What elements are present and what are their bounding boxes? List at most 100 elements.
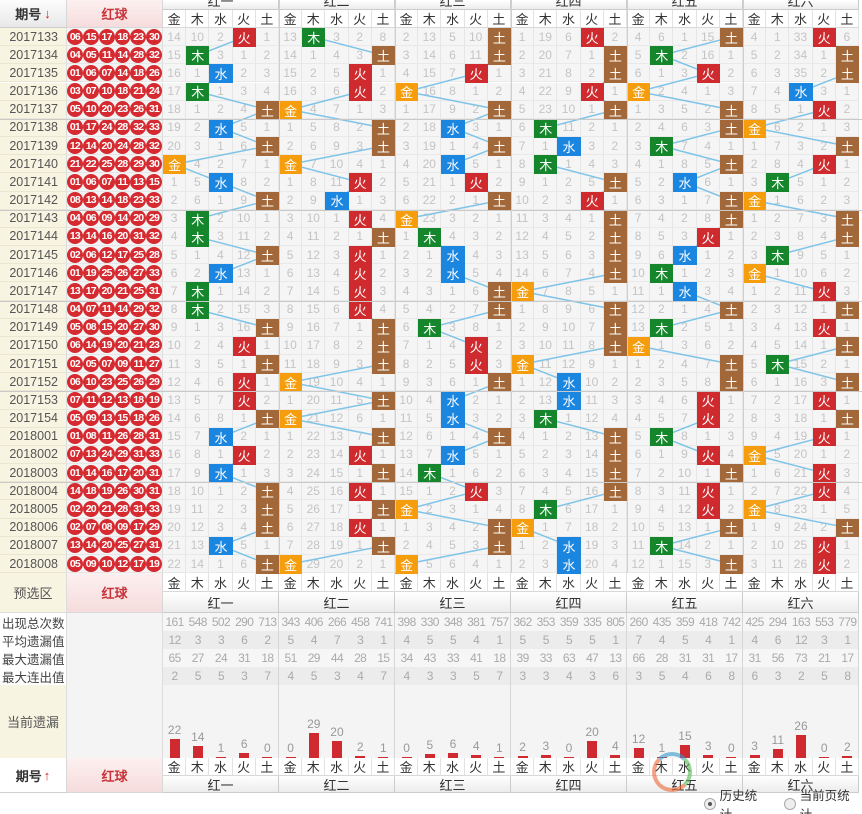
preselect-element-火[interactable]: 火 xyxy=(464,573,488,593)
preselect-element-金[interactable]: 金 xyxy=(627,573,651,593)
sort-down-icon[interactable]: ↓ xyxy=(44,6,51,21)
miss-count: 5 xyxy=(835,500,859,519)
red-balls: 01 19 25 26 27 33 xyxy=(67,264,163,283)
preselect-element-土[interactable]: 土 xyxy=(255,573,279,593)
group-footer-3: 红三 xyxy=(395,592,511,614)
hit-cell-土: 土 xyxy=(719,355,743,374)
red-ball: 23 xyxy=(130,28,147,45)
hit-cell-土: 土 xyxy=(603,209,627,229)
preselect-element-木[interactable]: 木 xyxy=(186,573,210,593)
miss-count: 8 xyxy=(673,427,697,446)
preselect-element-木[interactable]: 木 xyxy=(302,573,326,593)
hit-cell-木: 木 xyxy=(650,46,674,65)
miss-count: 2 xyxy=(209,209,233,228)
preselect-element-水[interactable]: 水 xyxy=(441,573,465,593)
stat-value: 7 xyxy=(333,633,341,648)
miss-count: 5 xyxy=(580,173,604,192)
preselect-element-土[interactable]: 土 xyxy=(603,573,627,593)
miss-count: 3 xyxy=(395,46,419,65)
miss-count: 10 xyxy=(557,318,581,337)
issue-footer-header[interactable]: 期号 ↑ xyxy=(0,758,67,794)
preselect-element-土[interactable]: 土 xyxy=(487,573,511,593)
footer-element-火: 火 xyxy=(232,758,256,777)
stat-value: 362 xyxy=(513,615,532,630)
current-miss-bar xyxy=(726,757,737,759)
preselect-element-水[interactable]: 水 xyxy=(789,573,813,593)
miss-count: 1 xyxy=(511,373,535,392)
stat-row-bg xyxy=(163,613,279,632)
miss-count: 1 xyxy=(279,173,303,192)
miss-count: 6 xyxy=(441,46,465,65)
red-ball: 14 xyxy=(114,46,131,63)
miss-count: 4 xyxy=(580,264,604,283)
red-ball: 09 xyxy=(114,519,131,536)
miss-count: 8 xyxy=(627,482,651,501)
preselect-element-水[interactable]: 水 xyxy=(673,573,697,593)
radio-button-icon[interactable] xyxy=(783,798,796,810)
miss-count: 28 xyxy=(302,536,326,555)
miss-count: 8 xyxy=(789,227,813,247)
red-ball: 05 xyxy=(67,319,83,336)
preselect-element-水[interactable]: 水 xyxy=(325,573,349,593)
red-ball: 31 xyxy=(146,101,162,118)
preselect-element-木[interactable]: 木 xyxy=(766,573,790,593)
red-ball: 18 xyxy=(130,391,147,408)
preselect-element-金[interactable]: 金 xyxy=(743,573,767,593)
stat-row-bg xyxy=(627,631,743,650)
preselect-element-金[interactable]: 金 xyxy=(279,573,303,593)
preselect-element-火[interactable]: 火 xyxy=(696,573,720,593)
stat-value: 73 xyxy=(794,651,808,666)
radio-button-icon[interactable] xyxy=(704,798,716,810)
stat-value: 8 xyxy=(728,669,735,684)
preselect-element-水[interactable]: 水 xyxy=(557,573,581,593)
miss-count: 20 xyxy=(302,391,326,410)
miss-count: 2 xyxy=(627,373,651,392)
current-page-stats-radio[interactable]: 当前页统计 xyxy=(783,789,860,814)
preselect-element-金[interactable]: 金 xyxy=(163,573,187,593)
miss-count: 23 xyxy=(534,100,558,119)
stat-value: 5 xyxy=(821,669,828,684)
preselect-element-木[interactable]: 木 xyxy=(650,573,674,593)
miss-count: 4 xyxy=(719,445,743,465)
hit-cell-土: 土 xyxy=(255,482,279,501)
preselect-element-火[interactable]: 火 xyxy=(580,573,604,593)
preselect-element-木[interactable]: 木 xyxy=(534,573,558,593)
preselect-element-水[interactable]: 水 xyxy=(209,573,233,593)
miss-count: 11 xyxy=(627,536,651,555)
preselect-element-金[interactable]: 金 xyxy=(395,573,419,593)
miss-count: 15 xyxy=(418,64,442,83)
red-ball: 31 xyxy=(130,500,147,517)
element-header-水: 水 xyxy=(441,10,465,28)
miss-count: 1 xyxy=(255,427,279,446)
miss-count: 5 xyxy=(673,373,697,392)
miss-count: 1 xyxy=(209,282,233,301)
miss-count: 5 xyxy=(232,536,256,555)
miss-count: 10 xyxy=(186,482,210,501)
current-miss-bar xyxy=(772,748,783,759)
hit-cell-木: 木 xyxy=(418,318,442,338)
red-ball: 18 xyxy=(82,482,99,499)
stat-row-bg xyxy=(279,613,395,632)
preselect-element-木[interactable]: 木 xyxy=(418,573,442,593)
preselect-element-土[interactable]: 土 xyxy=(371,573,395,593)
sort-up-icon[interactable]: ↑ xyxy=(43,767,51,783)
miss-count: 8 xyxy=(209,409,233,428)
preselect-element-火[interactable]: 火 xyxy=(812,573,836,593)
issue-header[interactable]: 期号 ↓ xyxy=(0,0,67,28)
red-ball: 09 xyxy=(98,210,115,227)
preselect-element-土[interactable]: 土 xyxy=(719,573,743,593)
hit-cell-金: 金 xyxy=(511,518,535,538)
preselect-element-金[interactable]: 金 xyxy=(511,573,535,593)
miss-count: 10 xyxy=(557,100,581,119)
hit-cell-火: 火 xyxy=(232,28,256,47)
preselect-element-火[interactable]: 火 xyxy=(348,573,372,593)
preselect-element-土[interactable]: 土 xyxy=(835,573,859,593)
miss-count: 3 xyxy=(464,227,488,247)
miss-count: 17 xyxy=(163,464,187,483)
history-stats-radio[interactable]: 历史统计 xyxy=(704,789,768,814)
hit-cell-金: 金 xyxy=(627,336,651,356)
hit-cell-土: 土 xyxy=(719,155,743,174)
stat-value: 24 xyxy=(214,651,228,666)
stat-value: 4 xyxy=(658,633,666,648)
preselect-element-火[interactable]: 火 xyxy=(232,573,256,593)
